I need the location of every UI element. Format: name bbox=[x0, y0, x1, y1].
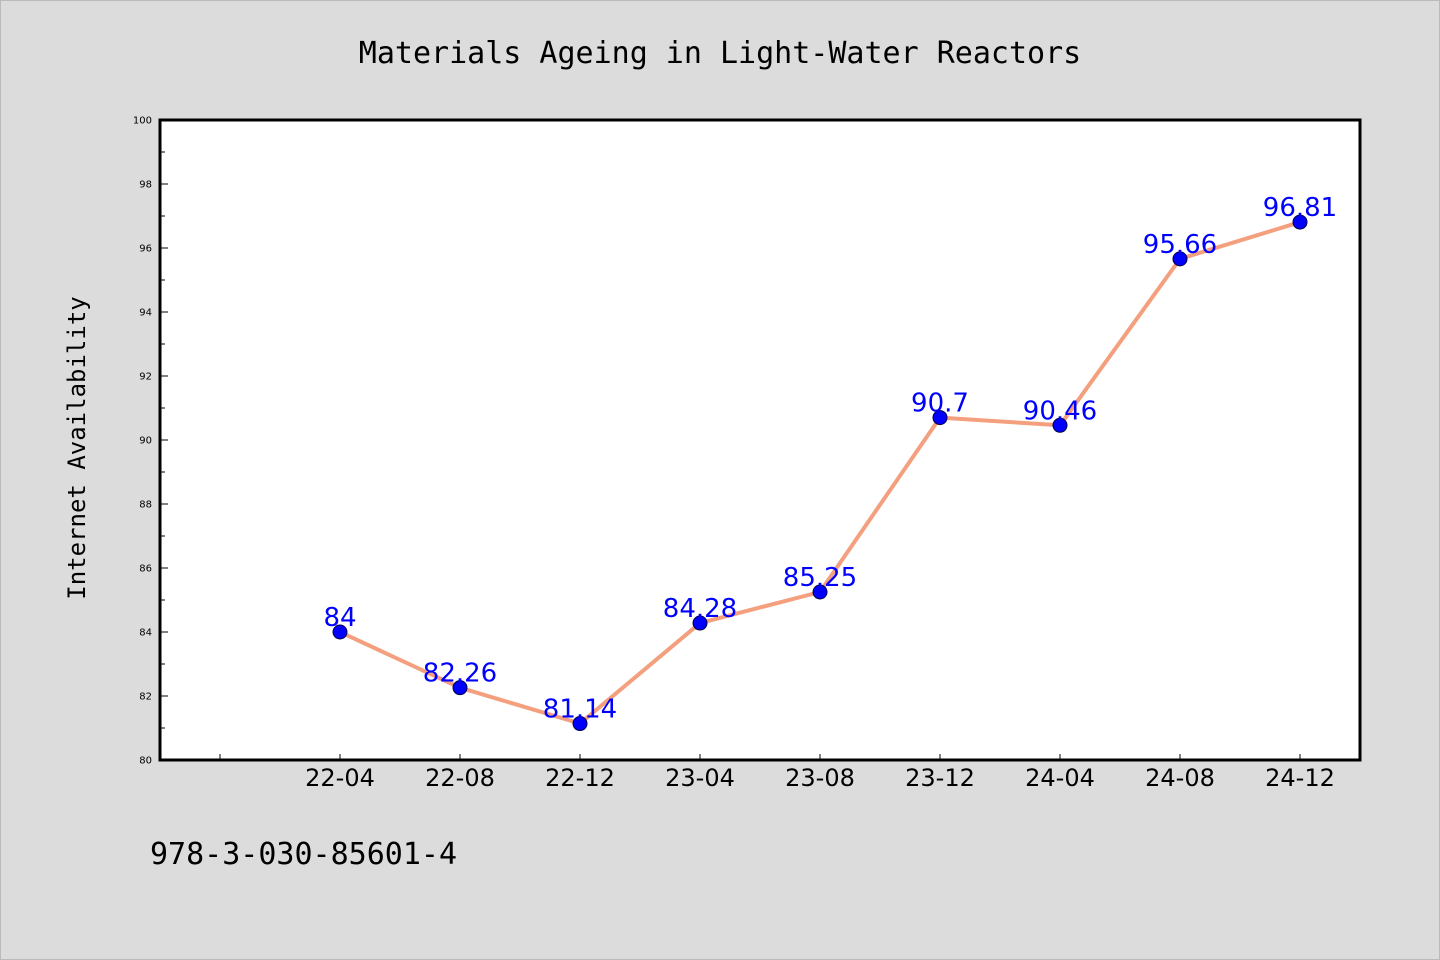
data-markers bbox=[332, 214, 1308, 732]
footer-isbn: 978-3-030-85601-4 bbox=[150, 837, 457, 872]
x-tick-label: 23-04 bbox=[665, 764, 735, 792]
x-tick-label: 22-08 bbox=[425, 764, 495, 792]
x-tick-label: 24-12 bbox=[1265, 764, 1335, 792]
y-axis: 80 82 84 86 88 90 92 94 96 98 100 bbox=[133, 116, 168, 767]
y-tick-label: 96 bbox=[139, 244, 152, 255]
x-axis: 22-04 22-08 22-12 23-04 23-08 23-12 24-04 24-08… bbox=[219, 754, 1335, 792]
data-label: 90.7 bbox=[911, 389, 969, 419]
x-tick-label: 22-04 bbox=[305, 764, 375, 792]
data-label: 85.25 bbox=[783, 563, 857, 593]
x-tick-label: 24-08 bbox=[1145, 764, 1215, 792]
y-tick-label: 92 bbox=[139, 372, 152, 383]
y-tick-label: 94 bbox=[139, 308, 152, 319]
data-label: 81.14 bbox=[543, 695, 617, 725]
data-point bbox=[1292, 214, 1308, 230]
y-axis-label: Internet Availability bbox=[63, 296, 91, 599]
data-labels: 84 82.26 81.14 84.28 85.25 90.7 90.46 95.66 96.8… bbox=[323, 193, 1337, 724]
data-label: 95.66 bbox=[1143, 230, 1217, 260]
data-label: 84.28 bbox=[663, 594, 737, 624]
y-tick-label: 84 bbox=[139, 628, 152, 639]
x-tick-label: 22-12 bbox=[545, 764, 615, 792]
data-point bbox=[1172, 251, 1188, 267]
y-tick-label: 88 bbox=[139, 500, 152, 511]
data-label: 84 bbox=[323, 603, 356, 633]
data-point bbox=[452, 680, 468, 696]
y-tick-label: 82 bbox=[139, 692, 152, 703]
data-label: 90.46 bbox=[1023, 396, 1097, 426]
x-tick-label: 24-04 bbox=[1025, 764, 1095, 792]
data-label: 96.81 bbox=[1263, 193, 1337, 223]
data-point bbox=[692, 615, 708, 631]
x-tick-label: 23-08 bbox=[785, 764, 855, 792]
y-tick-label: 98 bbox=[139, 180, 152, 191]
y-tick-label: 80 bbox=[139, 756, 152, 767]
data-point bbox=[1052, 417, 1068, 433]
y-tick-label: 86 bbox=[139, 564, 152, 575]
y-tick-label: 90 bbox=[139, 436, 152, 447]
plot-area bbox=[158, 118, 1362, 762]
chart-title: Materials Ageing in Light-Water Reactors bbox=[359, 36, 1081, 71]
data-label: 82.26 bbox=[423, 659, 497, 689]
data-point bbox=[812, 584, 828, 600]
data-point bbox=[932, 410, 948, 426]
data-point bbox=[572, 716, 588, 732]
y-tick-label: 100 bbox=[133, 116, 152, 127]
x-tick-label: 23-12 bbox=[905, 764, 975, 792]
data-point bbox=[332, 624, 348, 640]
